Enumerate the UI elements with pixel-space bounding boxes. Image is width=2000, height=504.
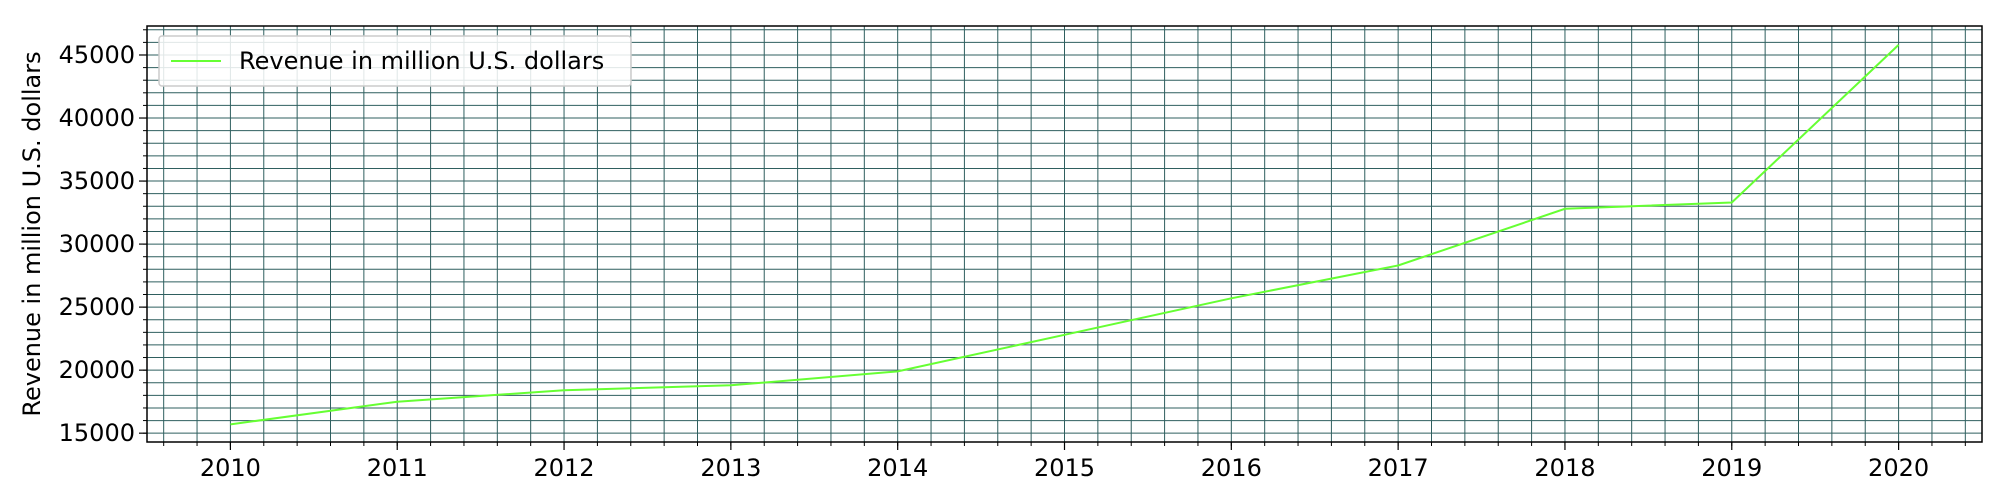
data-point	[1396, 264, 1400, 268]
legend-label: Revenue in million U.S. dollars	[239, 47, 604, 75]
series-layer	[228, 43, 1901, 426]
data-point	[228, 422, 232, 426]
data-point	[896, 369, 900, 373]
x-tick-label: 2019	[1701, 454, 1762, 482]
x-tick-label: 2011	[367, 454, 428, 482]
x-tick-label: 2013	[700, 454, 761, 482]
y-tick-label: 20000	[59, 356, 135, 384]
y-tick-label: 40000	[59, 104, 135, 132]
data-point	[562, 388, 566, 392]
x-tick-label: 2018	[1534, 454, 1595, 482]
x-tick-label: 2014	[867, 454, 928, 482]
data-point	[1063, 333, 1067, 337]
data-point	[729, 383, 733, 387]
legend: Revenue in million U.S. dollars	[158, 35, 632, 87]
y-tick-label: 25000	[59, 293, 135, 321]
data-point	[395, 400, 399, 404]
y-tick-label: 45000	[59, 41, 135, 69]
x-tick-label: 2020	[1868, 454, 1929, 482]
y-tick-label: 15000	[59, 419, 135, 447]
y-tick-label: 35000	[59, 167, 135, 195]
y-tick-label: 30000	[59, 230, 135, 258]
x-tick-label: 2010	[200, 454, 261, 482]
x-tick-label: 2015	[1034, 454, 1095, 482]
y-axis-label: Revenue in million U.S. dollars	[18, 51, 46, 416]
data-point	[1229, 296, 1233, 300]
series-line	[230, 44, 1900, 426]
data-point	[1897, 43, 1901, 47]
x-tick-label: 2016	[1201, 454, 1262, 482]
data-point	[1563, 207, 1567, 211]
legend-box	[158, 35, 632, 87]
data-point	[1730, 200, 1734, 204]
x-tick-label: 2012	[534, 454, 595, 482]
grid	[147, 26, 1982, 442]
x-tick-label: 2017	[1368, 454, 1429, 482]
ticks: 2010 2011 2012 2013 2014 2015 2016 2017 2018 2019…	[59, 29, 1966, 482]
